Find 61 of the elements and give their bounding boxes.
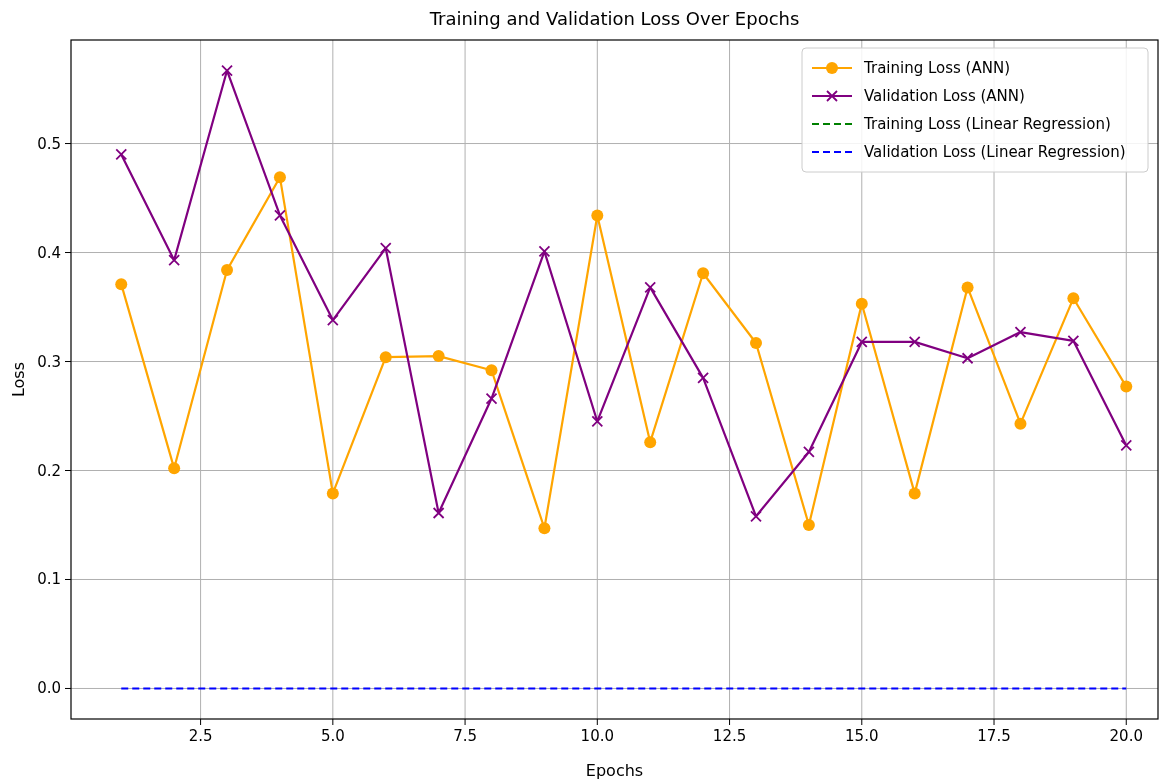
point <box>432 507 445 519</box>
point <box>485 392 498 405</box>
point <box>802 446 815 458</box>
y-axis-title: Loss <box>9 361 28 398</box>
legend-label: Training Loss (ANN) <box>863 59 1011 77</box>
x-tick-label: 15.0 <box>845 727 879 745</box>
point <box>961 281 974 294</box>
x-axis-title: Epochs <box>585 761 644 780</box>
point <box>432 350 445 363</box>
x-tick-label: 2.5 <box>188 727 213 745</box>
point <box>591 209 604 222</box>
point <box>115 278 128 291</box>
chart-title: Training and Validation Loss Over Epochs <box>428 8 800 29</box>
y-tick-label: 0.5 <box>37 134 61 153</box>
x-tick-label: 20.0 <box>1109 727 1143 745</box>
point <box>168 462 181 475</box>
point <box>855 297 868 310</box>
x-tick-label: 12.5 <box>712 727 747 745</box>
point <box>1120 439 1133 452</box>
point <box>485 364 498 377</box>
point <box>538 245 551 258</box>
point <box>221 263 234 276</box>
point <box>802 519 815 531</box>
point <box>591 415 604 428</box>
point <box>1014 417 1027 430</box>
point <box>168 254 181 267</box>
point <box>1067 334 1080 347</box>
y-tick-label: 0.0 <box>37 679 61 698</box>
point <box>274 209 286 222</box>
legend-label: Validation Loss (Linear Regression) <box>864 143 1126 161</box>
point <box>697 267 710 280</box>
point <box>1014 326 1027 338</box>
point <box>908 336 921 348</box>
point <box>273 171 286 184</box>
point <box>1120 380 1133 393</box>
point <box>750 510 762 523</box>
x-tick-label: 17.5 <box>977 727 1011 745</box>
x-tick-label: 10.0 <box>580 727 615 745</box>
x-tick-label: 5.0 <box>320 727 345 745</box>
point <box>644 436 657 449</box>
point <box>379 351 392 364</box>
point <box>855 336 868 348</box>
point <box>961 352 974 365</box>
point <box>908 487 921 500</box>
point <box>326 314 339 326</box>
point <box>221 64 233 77</box>
x-tick-label: 7.5 <box>453 727 477 745</box>
point <box>115 148 128 161</box>
point <box>1067 292 1080 305</box>
point <box>697 371 709 384</box>
legend-label: Validation Loss (ANN) <box>864 87 1025 105</box>
point <box>326 487 339 500</box>
y-tick-label: 0.4 <box>37 243 61 262</box>
y-tick-label: 0.3 <box>37 352 61 371</box>
legend-label: Training Loss (Linear Regression) <box>863 115 1111 133</box>
point <box>538 522 551 535</box>
point <box>750 336 762 349</box>
point <box>379 242 392 255</box>
y-tick-label: 0.1 <box>37 570 61 589</box>
y-tick-label: 0.2 <box>37 461 61 480</box>
point <box>644 281 657 294</box>
